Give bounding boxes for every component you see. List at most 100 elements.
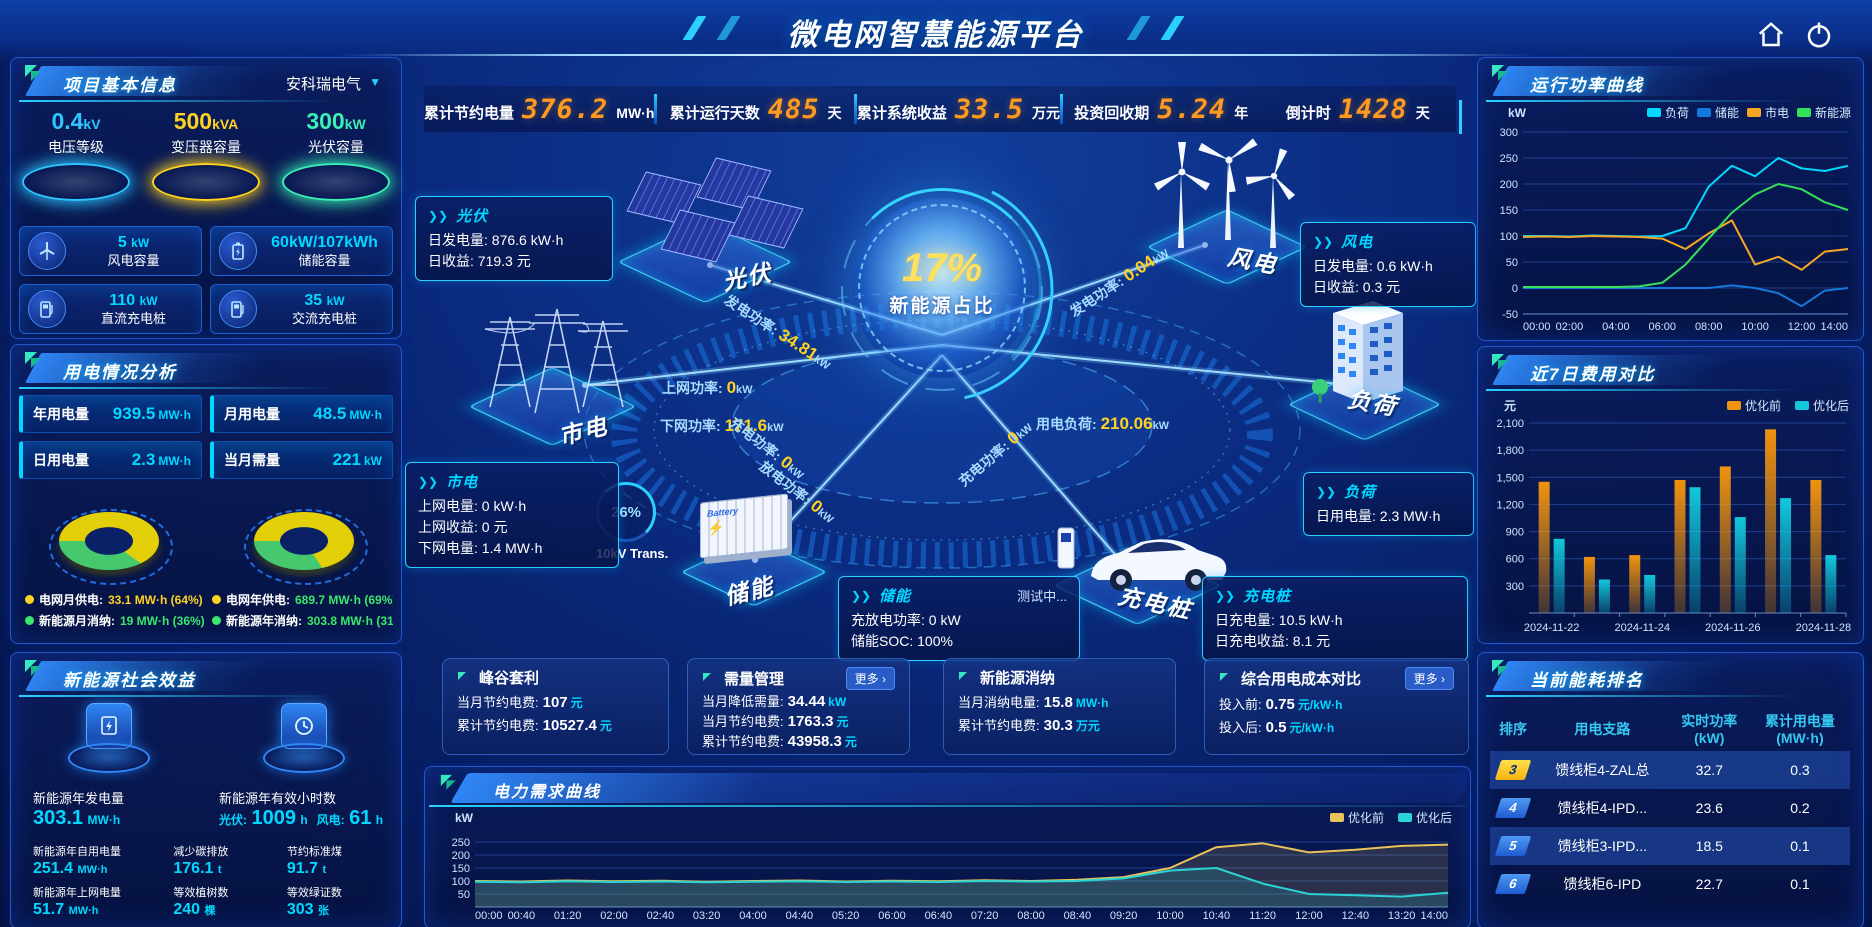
donut-month: [44, 491, 174, 587]
donut-year: [239, 491, 369, 587]
svg-text:2,100: 2,100: [1496, 418, 1524, 430]
panel-title: 当前能耗排名: [1530, 671, 1644, 690]
svg-text:900: 900: [1506, 527, 1524, 539]
legend-before[interactable]: 优化前: [1726, 397, 1781, 414]
svg-text:250: 250: [452, 837, 470, 849]
cell: 0.1: [1749, 826, 1850, 865]
svg-text:11:20: 11:20: [1249, 910, 1276, 922]
chevron-down-icon[interactable]: ▼: [369, 75, 381, 89]
legend-grid-year: 电网年供电: 689.7 MW·h (69%): [212, 591, 393, 608]
svg-text:12:40: 12:40: [1342, 910, 1370, 922]
benefit-hours: 新能源年有效小时数 光伏: 1009 h 风电: 61 h: [219, 791, 384, 829]
top-header: 微电网智慧能源平台: [0, 0, 1872, 62]
kpi-cost-compare: 综合用电成本对比 更多 › 投入前: 0.75 元/kW·h 投入后: 0.5 元/kW·…: [1204, 658, 1469, 755]
panel-power-curve: 运行功率曲线 kW 负荷 储能 市电 新能源 300 250 200 150 100 50…: [1477, 57, 1864, 341]
podium-base: [282, 163, 390, 201]
node-label-wind: 风电: [1225, 243, 1280, 279]
capacity-storage: 60kW/107kWh 储能容量: [210, 226, 393, 276]
stat-month-demand: 当月需量 221 kW: [210, 441, 393, 479]
podium-transformer: 500kVA 变压器容量: [146, 108, 266, 201]
svg-text:150: 150: [1500, 205, 1518, 217]
arrow-icon: ❯❯: [428, 208, 449, 223]
svg-text:02:40: 02:40: [647, 910, 675, 922]
svg-text:50: 50: [1506, 257, 1518, 269]
svg-text:00:40: 00:40: [508, 910, 536, 922]
node-label-pv: 光伏: [720, 259, 775, 295]
panel-social-benefit: 新能源社会效益 新能源年发电量 303.1 MW·h 新能源年有效小时数 光伏:…: [10, 652, 402, 927]
rank-badge: 3: [1494, 759, 1532, 780]
svg-text:1,500: 1,500: [1496, 472, 1524, 484]
card-charger: ❯❯ 充电桩 日充电量: 10.5 kW·h 日充电收益: 8.1 元: [1202, 576, 1468, 661]
podium-base: [22, 163, 130, 201]
svg-text:0: 0: [1512, 283, 1518, 295]
cell: 32.7: [1668, 750, 1750, 789]
legend-after[interactable]: 优化后: [1794, 397, 1849, 414]
metric-energy-saved: 累计节约电量 376.2 MW·h: [424, 93, 655, 125]
node-label-load: 负荷: [1345, 385, 1400, 421]
storage-status: 测试中...: [1017, 589, 1067, 604]
more-button[interactable]: 更多 ›: [845, 667, 895, 690]
corner-arrow-icon: [1220, 672, 1228, 681]
legend-newenergy[interactable]: 新能源: [1796, 104, 1851, 121]
svg-text:03:20: 03:20: [693, 910, 721, 922]
ranking-row[interactable]: 5 馈线柜3-IPD... 18.5 0.1: [1490, 826, 1850, 865]
panel-header: 运行功率曲线: [1484, 63, 1857, 103]
legend-before[interactable]: 优化前: [1329, 809, 1384, 826]
svg-text:08:00: 08:00: [1695, 321, 1723, 333]
summary-metrics-bar: 累计节约电量 376.2 MW·h 累计运行天数 485 天 累计系统收益 33.5 万元 …: [424, 86, 1462, 134]
energy-ranking-table: 排序 用电支路 实时功率 (kW) 累计用电量 (MW·h) 3 馈线柜4-ZAL总 32.7…: [1490, 709, 1850, 903]
panel-header: 用电情况分析: [17, 350, 395, 390]
battery-icon: [219, 232, 257, 270]
svg-text:02:00: 02:00: [600, 910, 628, 922]
legend-load[interactable]: 负荷: [1646, 104, 1689, 121]
ranking-row[interactable]: 6 馈线柜6-IPD 22.7 0.1: [1490, 865, 1850, 903]
svg-text:1,800: 1,800: [1496, 445, 1524, 457]
corner-arrow-icon: [703, 672, 711, 681]
card-load: ❯❯ 负荷 日用电量: 2.3 MW·h: [1303, 472, 1474, 536]
divider: [853, 94, 857, 124]
card-pv: ❯❯ 光伏 日发电量: 876.6 kW·h 日收益: 719.3 元: [415, 196, 613, 281]
ranking-row[interactable]: 3 馈线柜4-ZAL总 32.7 0.3: [1490, 750, 1850, 789]
panel-project-info: 项目基本信息 安科瑞电气 ▼ 0.4kV 电压等级 500kVA 变压器容量 3…: [10, 57, 402, 339]
svg-text:09:20: 09:20: [1110, 910, 1138, 922]
arrow-icon: ❯❯: [418, 474, 439, 489]
legend-grid[interactable]: 市电: [1746, 104, 1789, 121]
panel-title: 运行功率曲线: [1530, 76, 1644, 95]
svg-text:-50: -50: [1502, 309, 1518, 321]
home-icon[interactable]: [1756, 20, 1786, 50]
company-select[interactable]: 安科瑞电气: [285, 76, 361, 93]
benefit-trees: 等效植树数 240 棵: [173, 887, 229, 919]
svg-text:08:00: 08:00: [1017, 910, 1045, 922]
svg-text:12:00: 12:00: [1295, 910, 1323, 922]
more-button[interactable]: 更多 ›: [1404, 667, 1454, 690]
metric-countdown: 倒计时 1428 天: [1259, 94, 1462, 134]
column-header: 用电支路: [1574, 721, 1631, 738]
legend-storage[interactable]: 储能: [1696, 104, 1739, 121]
svg-text:06:40: 06:40: [925, 910, 953, 922]
power-icon[interactable]: [1804, 20, 1834, 50]
flow-grid-down: 下网功率: 171.6kW: [660, 416, 784, 435]
y-axis-label: kW: [455, 811, 473, 825]
flow-wind-generation: 发电功率: 0.04kW: [1066, 247, 1172, 320]
donut-charts: [11, 491, 401, 587]
divider: [654, 94, 658, 124]
svg-text:06:00: 06:00: [878, 910, 906, 922]
stat-day-usage: 日用电量 2.3 MW·h: [19, 441, 202, 479]
svg-text:00:00: 00:00: [1523, 321, 1551, 333]
svg-text:12:00: 12:00: [1788, 321, 1816, 333]
ranking-row[interactable]: 4 馈线柜4-IPD... 23.6 0.2: [1490, 789, 1850, 827]
power-curve-chart: 300 250 200 150 100 50 0 -50 00:00 02:00 04:00 06:0…: [1500, 127, 1849, 333]
benefit-generation: 新能源年发电量 303.1 MW·h: [33, 791, 125, 829]
table-header: 排序 用电支路 实时功率 (kW) 累计用电量 (MW·h): [1490, 709, 1850, 751]
svg-text:10:00: 10:00: [1156, 910, 1184, 922]
panel-title: 新能源社会效益: [63, 671, 196, 690]
usage-stats: 年用电量 939.5 MW·h 月用电量 48.5 MW·h 日用电量 2.3 MW·h 当…: [19, 395, 393, 479]
page-title: 微电网智慧能源平台: [787, 19, 1085, 52]
arrow-icon: ❯❯: [1316, 484, 1337, 499]
y-axis-label: 元: [1504, 399, 1517, 413]
corner-arrow-icon: [1492, 660, 1508, 676]
generation-icon-podium: [67, 703, 151, 773]
panel-header: 当前能耗排名: [1484, 658, 1857, 698]
donut-year-chart: [253, 512, 354, 570]
legend-after[interactable]: 优化后: [1397, 809, 1452, 826]
